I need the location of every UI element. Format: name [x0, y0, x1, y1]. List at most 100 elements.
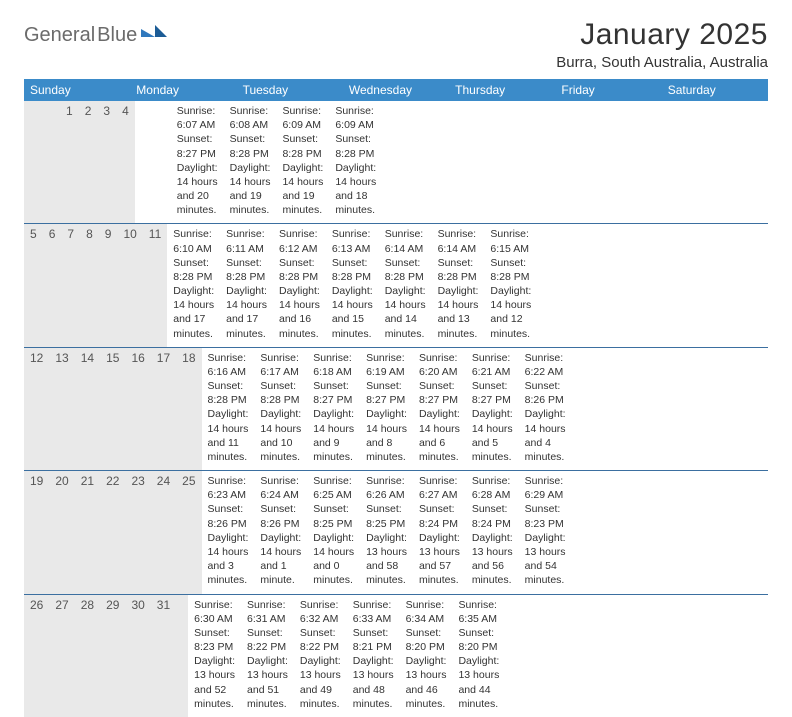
day-number: 2	[79, 101, 98, 223]
sunset-text: Sunset: 8:28 PM	[173, 256, 214, 284]
daylight-text-2: and 48 minutes.	[353, 683, 394, 711]
day-cell: Sunrise: 6:25 AMSunset: 8:25 PMDaylight:…	[307, 471, 360, 593]
day-number: 7	[61, 224, 80, 346]
daylight-text-1: Daylight: 13 hours	[525, 531, 566, 559]
daylight-text-1: Daylight: 14 hours	[490, 284, 531, 312]
sunrise-text: Sunrise: 6:14 AM	[438, 227, 479, 255]
day-number	[48, 101, 60, 223]
daylight-text-1: Daylight: 14 hours	[208, 531, 249, 559]
daylight-text-2: and 17 minutes.	[173, 312, 214, 340]
daylight-text-2: and 6 minutes.	[419, 436, 460, 464]
sunrise-text: Sunrise: 6:12 AM	[279, 227, 320, 255]
sunset-text: Sunset: 8:28 PM	[260, 379, 301, 407]
day-number: 14	[75, 348, 100, 470]
sunrise-text: Sunrise: 6:28 AM	[472, 474, 513, 502]
day-number: 8	[80, 224, 99, 346]
day-number-row: 567891011	[24, 224, 167, 346]
daylight-text-1: Daylight: 14 hours	[230, 161, 271, 189]
sunrise-text: Sunrise: 6:17 AM	[260, 351, 301, 379]
day-number: 24	[151, 471, 176, 593]
day-cell: Sunrise: 6:28 AMSunset: 8:24 PMDaylight:…	[466, 471, 519, 593]
daylight-text-2: and 3 minutes.	[208, 559, 249, 587]
dow-thursday: Thursday	[449, 79, 555, 101]
day-content-row: Sunrise: 6:16 AMSunset: 8:28 PMDaylight:…	[202, 348, 572, 470]
daylight-text-2: and 9 minutes.	[313, 436, 354, 464]
dow-tuesday: Tuesday	[237, 79, 343, 101]
sunrise-text: Sunrise: 6:21 AM	[472, 351, 513, 379]
day-cell: Sunrise: 6:27 AMSunset: 8:24 PMDaylight:…	[413, 471, 466, 593]
sunset-text: Sunset: 8:27 PM	[177, 132, 218, 160]
day-cell: Sunrise: 6:24 AMSunset: 8:26 PMDaylight:…	[254, 471, 307, 593]
sunrise-text: Sunrise: 6:29 AM	[525, 474, 566, 502]
day-cell: Sunrise: 6:12 AMSunset: 8:28 PMDaylight:…	[273, 224, 326, 346]
week-row: 1234Sunrise: 6:07 AMSunset: 8:27 PMDayli…	[24, 101, 768, 223]
daylight-text-2: and 20 minutes.	[177, 189, 218, 217]
day-cell	[159, 101, 171, 223]
daylight-text-2: and 15 minutes.	[332, 312, 373, 340]
sunset-text: Sunset: 8:27 PM	[313, 379, 354, 407]
daylight-text-1: Daylight: 14 hours	[260, 531, 301, 559]
sunset-text: Sunset: 8:24 PM	[472, 502, 513, 530]
daylight-text-2: and 11 minutes.	[208, 436, 249, 464]
day-content-row: Sunrise: 6:23 AMSunset: 8:26 PMDaylight:…	[202, 471, 572, 593]
daylight-text-2: and 46 minutes.	[406, 683, 447, 711]
daylight-text-2: and 51 minutes.	[247, 683, 288, 711]
day-number: 21	[75, 471, 100, 593]
day-cell: Sunrise: 6:14 AMSunset: 8:28 PMDaylight:…	[379, 224, 432, 346]
day-cell: Sunrise: 6:07 AMSunset: 8:27 PMDaylight:…	[171, 101, 224, 223]
week-row: 567891011Sunrise: 6:10 AMSunset: 8:28 PM…	[24, 223, 768, 346]
sunset-text: Sunset: 8:26 PM	[260, 502, 301, 530]
page-header: GeneralBlue January 2025 Burra, South Au…	[24, 18, 768, 71]
day-cell	[505, 595, 517, 717]
day-number	[36, 101, 48, 223]
week-row: 262728293031Sunrise: 6:30 AMSunset: 8:23…	[24, 594, 768, 717]
daylight-text-1: Daylight: 14 hours	[177, 161, 218, 189]
dow-friday: Friday	[555, 79, 661, 101]
sunset-text: Sunset: 8:25 PM	[366, 502, 407, 530]
day-number: 15	[100, 348, 125, 470]
day-number: 4	[116, 101, 135, 223]
day-cell: Sunrise: 6:09 AMSunset: 8:28 PMDaylight:…	[329, 101, 382, 223]
daylight-text-2: and 49 minutes.	[300, 683, 341, 711]
day-cell: Sunrise: 6:20 AMSunset: 8:27 PMDaylight:…	[413, 348, 466, 470]
day-number: 1	[60, 101, 79, 223]
daylight-text-1: Daylight: 14 hours	[313, 407, 354, 435]
sunset-text: Sunset: 8:23 PM	[194, 626, 235, 654]
sunrise-text: Sunrise: 6:07 AM	[177, 104, 218, 132]
location-text: Burra, South Australia, Australia	[556, 54, 768, 71]
day-number: 10	[117, 224, 142, 346]
sunset-text: Sunset: 8:22 PM	[247, 626, 288, 654]
day-number-row: 262728293031	[24, 595, 188, 717]
sunset-text: Sunset: 8:25 PM	[313, 502, 354, 530]
sunset-text: Sunset: 8:27 PM	[419, 379, 460, 407]
day-number-row: 1234	[24, 101, 135, 223]
day-number: 11	[143, 224, 167, 346]
day-cell: Sunrise: 6:31 AMSunset: 8:22 PMDaylight:…	[241, 595, 294, 717]
day-number: 18	[176, 348, 201, 470]
day-number: 17	[151, 348, 176, 470]
sunrise-text: Sunrise: 6:19 AM	[366, 351, 407, 379]
day-cell: Sunrise: 6:34 AMSunset: 8:20 PMDaylight:…	[400, 595, 453, 717]
daylight-text-1: Daylight: 14 hours	[438, 284, 479, 312]
daylight-text-1: Daylight: 14 hours	[385, 284, 426, 312]
daylight-text-1: Daylight: 14 hours	[335, 161, 376, 189]
day-cell: Sunrise: 6:14 AMSunset: 8:28 PMDaylight:…	[432, 224, 485, 346]
daylight-text-1: Daylight: 14 hours	[366, 407, 407, 435]
sunset-text: Sunset: 8:28 PM	[332, 256, 373, 284]
day-number-row: 19202122232425	[24, 471, 202, 593]
day-number: 20	[49, 471, 74, 593]
day-cell: Sunrise: 6:23 AMSunset: 8:26 PMDaylight:…	[202, 471, 255, 593]
day-number: 3	[97, 101, 116, 223]
daylight-text-1: Daylight: 13 hours	[194, 654, 235, 682]
daylight-text-2: and 58 minutes.	[366, 559, 407, 587]
day-number: 19	[24, 471, 49, 593]
day-cell: Sunrise: 6:19 AMSunset: 8:27 PMDaylight:…	[360, 348, 413, 470]
daylight-text-2: and 12 minutes.	[490, 312, 531, 340]
daylight-text-1: Daylight: 13 hours	[406, 654, 447, 682]
daylight-text-2: and 18 minutes.	[335, 189, 376, 217]
daylight-text-1: Daylight: 14 hours	[173, 284, 214, 312]
daylight-text-1: Daylight: 13 hours	[458, 654, 499, 682]
day-number-row: 12131415161718	[24, 348, 202, 470]
day-number: 29	[100, 595, 125, 717]
daylight-text-2: and 54 minutes.	[525, 559, 566, 587]
